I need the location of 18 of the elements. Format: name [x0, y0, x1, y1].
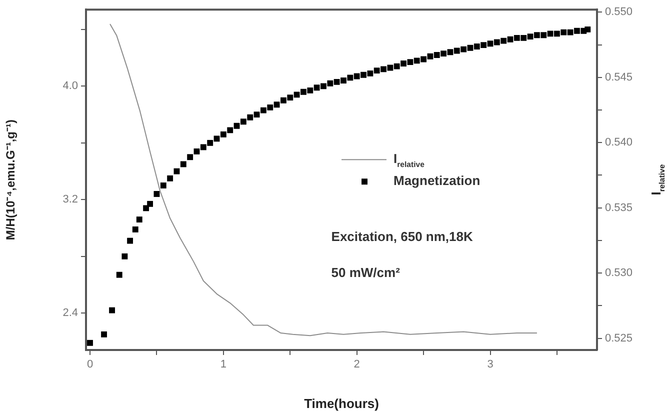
y2-tick-label: 0.545	[605, 71, 633, 84]
x-tick-label: 1	[220, 358, 226, 371]
y-tick-label: 2.4	[62, 307, 78, 320]
annotation: 50 mW/cm²	[331, 265, 401, 280]
x-tick-label: 0	[86, 358, 94, 371]
y2-tick-label: 0.530	[605, 267, 633, 280]
y2-tick-label: 0.540	[605, 136, 633, 149]
legend-label: Magnetization	[394, 173, 480, 188]
annotation: Excitation, 650 nm,18K	[331, 229, 474, 244]
y2-tick-label: 0.550	[605, 6, 633, 18]
y-tick-label: 4.0	[62, 80, 78, 92]
x-tick-label: 3	[487, 358, 494, 371]
y-axis-title: M/H(10⁻⁴,emu.G⁻¹,g⁻¹)	[4, 119, 18, 240]
y2-tick-label: 0.535	[605, 202, 633, 214]
x-tick-label: 2	[354, 358, 360, 371]
x-axis-title: Time(hours)	[304, 396, 379, 411]
y-tick-label: 3.2	[62, 194, 78, 206]
y2-tick-label: 0.525	[605, 332, 633, 344]
